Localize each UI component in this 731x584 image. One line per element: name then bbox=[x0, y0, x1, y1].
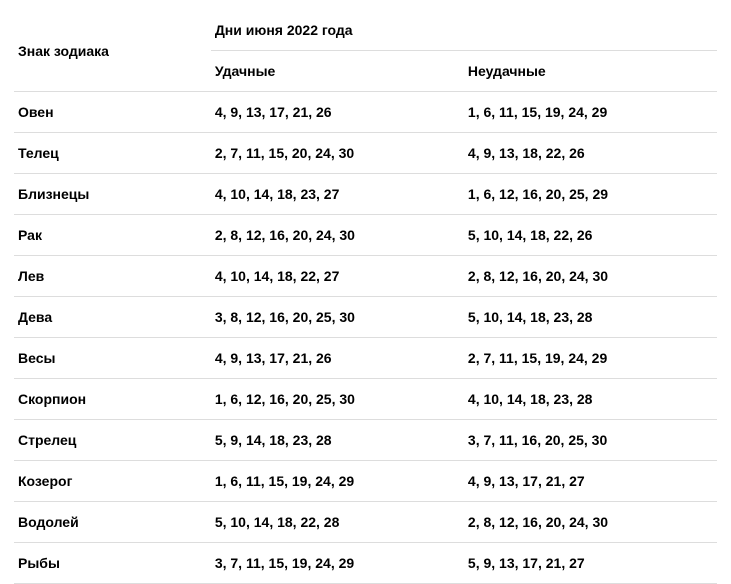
lucky-cell: 5, 10, 14, 18, 22, 28 bbox=[211, 502, 464, 543]
sign-cell: Водолей bbox=[14, 502, 211, 543]
sign-cell: Весы bbox=[14, 338, 211, 379]
lucky-cell: 1, 6, 11, 15, 19, 24, 29 bbox=[211, 461, 464, 502]
lucky-cell: 2, 8, 12, 16, 20, 24, 30 bbox=[211, 215, 464, 256]
sign-cell: Скорпион bbox=[14, 379, 211, 420]
sign-cell: Овен bbox=[14, 92, 211, 133]
table-body: Овен 4, 9, 13, 17, 21, 26 1, 6, 11, 15, … bbox=[14, 92, 717, 584]
lucky-cell: 3, 7, 11, 15, 19, 24, 29 bbox=[211, 543, 464, 584]
lucky-cell: 1, 6, 12, 16, 20, 25, 30 bbox=[211, 379, 464, 420]
sign-cell: Рыбы bbox=[14, 543, 211, 584]
zodiac-days-table: Знак зодиака Дни июня 2022 года Удачные … bbox=[14, 10, 717, 584]
table-row: Дева 3, 8, 12, 16, 20, 25, 30 5, 10, 14,… bbox=[14, 297, 717, 338]
lucky-cell: 4, 9, 13, 17, 21, 26 bbox=[211, 92, 464, 133]
lucky-cell: 4, 10, 14, 18, 22, 27 bbox=[211, 256, 464, 297]
unlucky-cell: 2, 8, 12, 16, 20, 24, 30 bbox=[464, 256, 717, 297]
table-row: Овен 4, 9, 13, 17, 21, 26 1, 6, 11, 15, … bbox=[14, 92, 717, 133]
table-row: Скорпион 1, 6, 12, 16, 20, 25, 30 4, 10,… bbox=[14, 379, 717, 420]
header-month: Дни июня 2022 года bbox=[211, 10, 717, 51]
sign-cell: Дева bbox=[14, 297, 211, 338]
header-lucky: Удачные bbox=[211, 51, 464, 92]
unlucky-cell: 2, 8, 12, 16, 20, 24, 30 bbox=[464, 502, 717, 543]
table-row: Стрелец 5, 9, 14, 18, 23, 28 3, 7, 11, 1… bbox=[14, 420, 717, 461]
table-row: Водолей 5, 10, 14, 18, 22, 28 2, 8, 12, … bbox=[14, 502, 717, 543]
table-row: Весы 4, 9, 13, 17, 21, 26 2, 7, 11, 15, … bbox=[14, 338, 717, 379]
unlucky-cell: 5, 10, 14, 18, 22, 26 bbox=[464, 215, 717, 256]
header-sign: Знак зодиака bbox=[14, 10, 211, 92]
sign-cell: Близнецы bbox=[14, 174, 211, 215]
table-row: Рак 2, 8, 12, 16, 20, 24, 30 5, 10, 14, … bbox=[14, 215, 717, 256]
table-row: Телец 2, 7, 11, 15, 20, 24, 30 4, 9, 13,… bbox=[14, 133, 717, 174]
unlucky-cell: 2, 7, 11, 15, 19, 24, 29 bbox=[464, 338, 717, 379]
unlucky-cell: 4, 10, 14, 18, 23, 28 bbox=[464, 379, 717, 420]
table-header-row-1: Знак зодиака Дни июня 2022 года bbox=[14, 10, 717, 51]
unlucky-cell: 4, 9, 13, 18, 22, 26 bbox=[464, 133, 717, 174]
table-row: Козерог 1, 6, 11, 15, 19, 24, 29 4, 9, 1… bbox=[14, 461, 717, 502]
sign-cell: Лев bbox=[14, 256, 211, 297]
unlucky-cell: 5, 9, 13, 17, 21, 27 bbox=[464, 543, 717, 584]
table-row: Рыбы 3, 7, 11, 15, 19, 24, 29 5, 9, 13, … bbox=[14, 543, 717, 584]
lucky-cell: 5, 9, 14, 18, 23, 28 bbox=[211, 420, 464, 461]
lucky-cell: 3, 8, 12, 16, 20, 25, 30 bbox=[211, 297, 464, 338]
sign-cell: Телец bbox=[14, 133, 211, 174]
unlucky-cell: 1, 6, 11, 15, 19, 24, 29 bbox=[464, 92, 717, 133]
lucky-cell: 4, 9, 13, 17, 21, 26 bbox=[211, 338, 464, 379]
sign-cell: Козерог bbox=[14, 461, 211, 502]
unlucky-cell: 1, 6, 12, 16, 20, 25, 29 bbox=[464, 174, 717, 215]
sign-cell: Стрелец bbox=[14, 420, 211, 461]
sign-cell: Рак bbox=[14, 215, 211, 256]
unlucky-cell: 5, 10, 14, 18, 23, 28 bbox=[464, 297, 717, 338]
lucky-cell: 4, 10, 14, 18, 23, 27 bbox=[211, 174, 464, 215]
unlucky-cell: 4, 9, 13, 17, 21, 27 bbox=[464, 461, 717, 502]
unlucky-cell: 3, 7, 11, 16, 20, 25, 30 bbox=[464, 420, 717, 461]
header-unlucky: Неудачные bbox=[464, 51, 717, 92]
lucky-cell: 2, 7, 11, 15, 20, 24, 30 bbox=[211, 133, 464, 174]
table-row: Лев 4, 10, 14, 18, 22, 27 2, 8, 12, 16, … bbox=[14, 256, 717, 297]
table-row: Близнецы 4, 10, 14, 18, 23, 27 1, 6, 12,… bbox=[14, 174, 717, 215]
